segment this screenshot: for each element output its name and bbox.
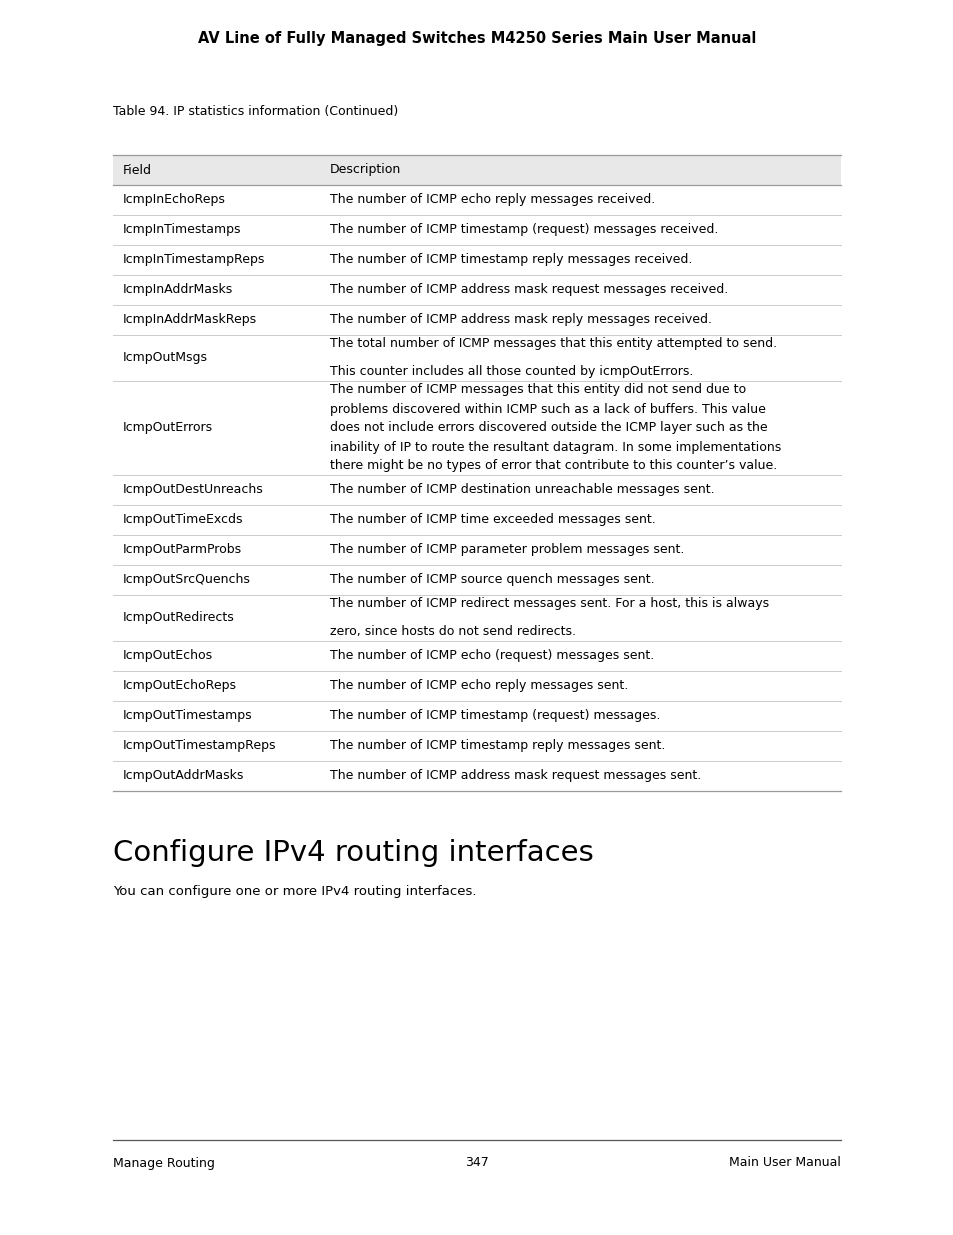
Text: The number of ICMP messages that this entity did not send due to: The number of ICMP messages that this en… [330,384,745,396]
Text: inability of IP to route the resultant datagram. In some implementations: inability of IP to route the resultant d… [330,441,781,453]
Text: IcmpOutEchoReps: IcmpOutEchoReps [123,679,236,693]
Text: Field: Field [123,163,152,177]
Text: The number of ICMP timestamp (request) messages.: The number of ICMP timestamp (request) m… [330,709,659,722]
Text: IcmpOutEchos: IcmpOutEchos [123,650,213,662]
Text: zero, since hosts do not send redirects.: zero, since hosts do not send redirects. [330,625,576,638]
Text: The number of ICMP address mask reply messages received.: The number of ICMP address mask reply me… [330,314,711,326]
Text: The number of ICMP time exceeded messages sent.: The number of ICMP time exceeded message… [330,514,655,526]
Text: The number of ICMP address mask request messages sent.: The number of ICMP address mask request … [330,769,700,783]
Text: Table 94. IP statistics information (Continued): Table 94. IP statistics information (Con… [112,105,397,119]
Bar [112,156,841,185]
Text: problems discovered within ICMP such as a lack of buffers. This value: problems discovered within ICMP such as … [330,403,765,415]
Text: IcmpOutErrors: IcmpOutErrors [123,421,213,435]
Text: The number of ICMP source quench messages sent.: The number of ICMP source quench message… [330,573,654,587]
Text: The number of ICMP echo reply messages received.: The number of ICMP echo reply messages r… [330,194,655,206]
Text: IcmpInEchoReps: IcmpInEchoReps [123,194,226,206]
Text: IcmpOutTimestamps: IcmpOutTimestamps [123,709,253,722]
Text: You can configure one or more IPv4 routing interfaces.: You can configure one or more IPv4 routi… [112,885,476,898]
Text: Main User Manual: Main User Manual [728,1156,841,1170]
Text: The number of ICMP timestamp (request) messages received.: The number of ICMP timestamp (request) m… [330,224,718,236]
Text: IcmpOutParmProbs: IcmpOutParmProbs [123,543,242,557]
Text: Configure IPv4 routing interfaces: Configure IPv4 routing interfaces [112,839,593,867]
Text: 347: 347 [465,1156,488,1170]
Text: IcmpOutSrcQuenchs: IcmpOutSrcQuenchs [123,573,251,587]
Text: The number of ICMP echo reply messages sent.: The number of ICMP echo reply messages s… [330,679,628,693]
Text: IcmpInTimestamps: IcmpInTimestamps [123,224,241,236]
Text: IcmpInAddrMasks: IcmpInAddrMasks [123,284,233,296]
Text: IcmpOutAddrMasks: IcmpOutAddrMasks [123,769,244,783]
Text: IcmpInTimestampReps: IcmpInTimestampReps [123,253,265,267]
Text: The number of ICMP timestamp reply messages sent.: The number of ICMP timestamp reply messa… [330,740,664,752]
Text: The total number of ICMP messages that this entity attempted to send.: The total number of ICMP messages that t… [330,337,777,351]
Text: The number of ICMP redirect messages sent. For a host, this is always: The number of ICMP redirect messages sen… [330,598,768,610]
Text: Description: Description [330,163,401,177]
Text: The number of ICMP parameter problem messages sent.: The number of ICMP parameter problem mes… [330,543,683,557]
Text: The number of ICMP destination unreachable messages sent.: The number of ICMP destination unreachab… [330,483,714,496]
Text: AV Line of Fully Managed Switches M4250 Series Main User Manual: AV Line of Fully Managed Switches M4250 … [197,31,756,46]
Text: This counter includes all those counted by icmpOutErrors.: This counter includes all those counted … [330,366,693,378]
Text: does not include errors discovered outside the ICMP layer such as the: does not include errors discovered outsi… [330,421,767,435]
Text: IcmpOutTimestampReps: IcmpOutTimestampReps [123,740,276,752]
Text: IcmpOutMsgs: IcmpOutMsgs [123,352,208,364]
Text: The number of ICMP timestamp reply messages received.: The number of ICMP timestamp reply messa… [330,253,692,267]
Text: IcmpOutTimeExcds: IcmpOutTimeExcds [123,514,243,526]
Text: The number of ICMP address mask request messages received.: The number of ICMP address mask request … [330,284,727,296]
Text: IcmpOutDestUnreachs: IcmpOutDestUnreachs [123,483,263,496]
Text: IcmpOutRedirects: IcmpOutRedirects [123,611,234,625]
Text: Manage Routing: Manage Routing [112,1156,214,1170]
Text: IcmpInAddrMaskReps: IcmpInAddrMaskReps [123,314,257,326]
Text: The number of ICMP echo (request) messages sent.: The number of ICMP echo (request) messag… [330,650,654,662]
Text: there might be no types of error that contribute to this counter’s value.: there might be no types of error that co… [330,459,777,473]
